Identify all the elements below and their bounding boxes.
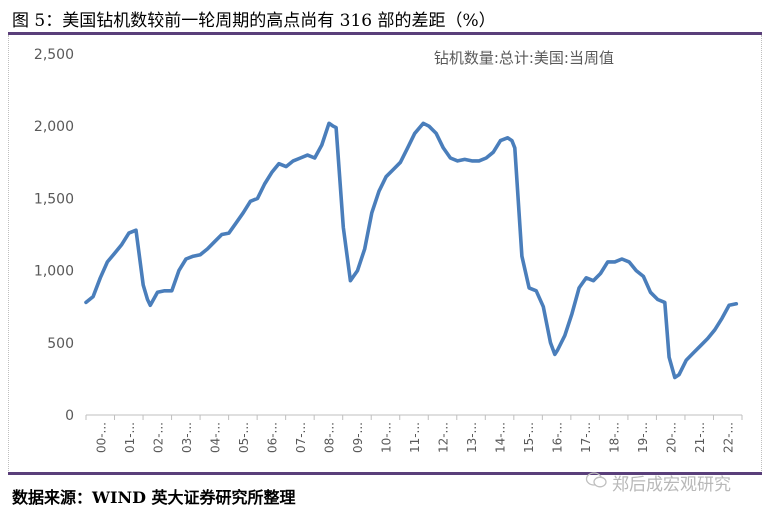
wechat-icon	[585, 472, 607, 488]
series-line	[84, 121, 739, 380]
y-tick-label: 1,000	[34, 264, 74, 280]
top-rule	[8, 32, 762, 35]
source-note: 数据来源：WIND 英大证券研究所整理	[12, 488, 296, 507]
x-tick-label: 01-...	[123, 422, 137, 453]
watermark-text: 郑后成宏观研究	[612, 475, 731, 495]
x-tick-label: 04-...	[208, 422, 222, 453]
plot-frame	[8, 35, 762, 471]
x-tick-label: 17-...	[579, 422, 593, 453]
x-tick-label: 21-...	[693, 422, 707, 453]
x-tick-label: 11-...	[408, 422, 422, 453]
x-tick-label: 00-...	[94, 422, 108, 453]
x-tick-label: 20-...	[665, 422, 679, 453]
x-tick-label: 05-...	[237, 422, 251, 453]
x-tick-label: 02-...	[151, 422, 165, 453]
y-tick-label: 2,500	[34, 47, 74, 63]
bottom-rule	[8, 472, 762, 475]
x-tick-label: 13-...	[465, 422, 479, 453]
y-tick-label: 0	[65, 408, 74, 424]
y-tick-label: 2,000	[34, 119, 74, 135]
x-tick-label: 03-...	[180, 422, 194, 453]
x-tick-label: 16-...	[551, 422, 565, 453]
x-tick-label: 08-...	[322, 422, 336, 453]
x-tick-label: 12-...	[437, 422, 451, 453]
x-tick-label: 10-...	[379, 422, 393, 453]
x-tick-label: 15-...	[522, 422, 536, 453]
figure-title: 图 5：美国钻机数较前一轮周期的高点尚有 316 部的差距（%）	[12, 11, 496, 31]
x-tick-label: 07-...	[294, 422, 308, 453]
x-tick-label: 22-...	[722, 422, 736, 453]
y-tick-label: 500	[47, 336, 74, 352]
x-tick-label: 09-...	[351, 422, 365, 453]
x-tick-label: 18-...	[608, 422, 622, 453]
x-tick-label: 06-...	[265, 422, 279, 453]
x-tick-label: 19-...	[636, 422, 650, 453]
x-tick-label: 14-...	[494, 422, 508, 453]
y-tick-label: 1,500	[34, 191, 74, 207]
legend-label: 钻机数量:总计:美国:当周值	[434, 49, 614, 67]
